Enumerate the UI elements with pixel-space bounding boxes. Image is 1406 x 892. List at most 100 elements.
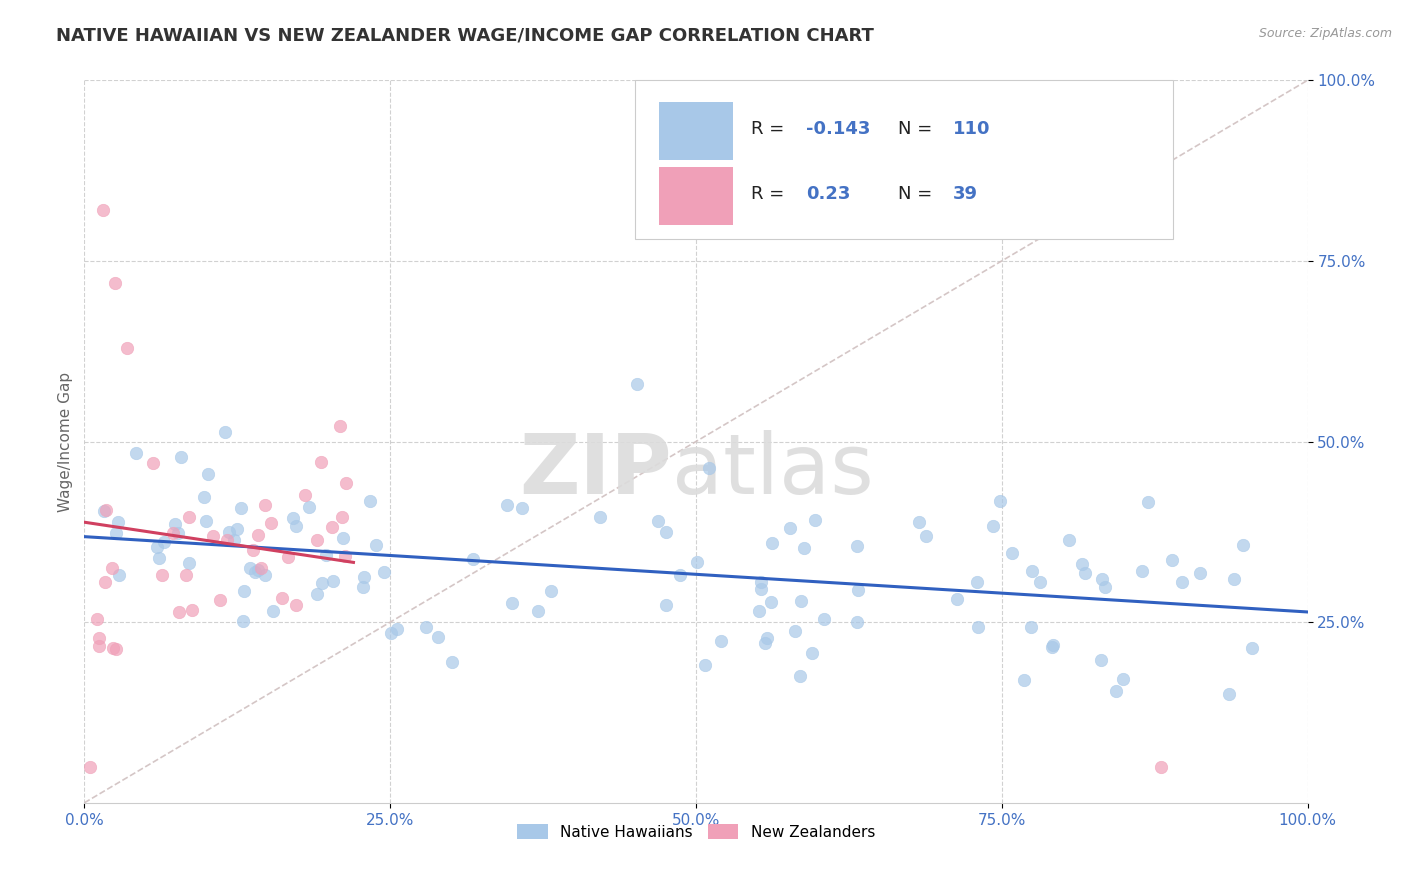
Point [756,632,779,646]
Point [1091,572,1114,586]
Point [100,561,122,575]
Point [540,583,562,598]
Point [181,603,204,617]
Point [695,657,717,672]
Point [1218,687,1240,701]
Point [162,526,184,541]
Point [281,511,304,525]
Point [1232,539,1254,553]
Point [1094,581,1116,595]
Point [165,517,187,532]
Point [783,624,806,639]
Point [94,575,117,590]
Point [779,521,801,535]
Point [761,536,783,550]
Point [93,504,115,518]
Point [177,556,200,570]
Point [1150,760,1173,774]
Point [145,540,167,554]
Point [669,568,692,582]
Text: R =: R = [751,120,790,138]
Text: 0.23: 0.23 [806,186,851,203]
Point [385,622,408,636]
Text: atlas: atlas [672,430,873,511]
Point [1012,673,1035,687]
Point [1059,533,1081,547]
Point [440,656,463,670]
Point [1074,566,1097,580]
Point [148,550,170,565]
Point [981,518,1004,533]
Point [373,566,395,580]
Point [271,591,294,605]
Point [285,518,308,533]
Point [353,570,375,584]
Point [311,576,333,591]
Point [305,587,328,601]
Point [589,509,612,524]
Point [87,631,110,645]
Point [353,580,375,594]
Point [315,548,337,562]
Point [309,455,332,469]
Point [294,487,316,501]
Point [914,529,936,543]
Point [1188,566,1211,581]
Point [108,568,131,582]
Text: 110: 110 [953,120,990,138]
Point [1001,546,1024,560]
Point [800,647,823,661]
Point [142,456,165,470]
Point [194,514,217,528]
Point [202,529,225,543]
Point [1090,653,1112,667]
Text: R =: R = [751,186,790,203]
Point [105,642,128,657]
Point [152,568,174,582]
Point [332,532,354,546]
Point [496,498,519,512]
Point [1171,575,1194,590]
Point [848,582,870,597]
Point [208,593,231,607]
Point [655,524,678,539]
Point [177,509,200,524]
Point [748,604,770,618]
Point [1071,557,1094,571]
Point [217,533,239,547]
Point [845,540,868,554]
Point [277,550,299,565]
Point [1029,575,1052,590]
FancyBboxPatch shape [636,80,1173,239]
Point [1130,564,1153,578]
Point [415,619,437,633]
Point [697,461,720,475]
Point [1042,638,1064,652]
Point [426,630,449,644]
Point [461,552,484,566]
Text: N =: N = [898,120,938,138]
Point [813,612,835,626]
Point [242,542,264,557]
Point [967,620,990,634]
Point [298,500,321,514]
FancyBboxPatch shape [659,102,733,160]
Point [790,594,813,608]
Point [335,475,357,490]
Point [193,490,215,504]
Point [232,584,254,599]
Point [759,594,782,608]
Point [846,615,869,629]
Point [94,503,117,517]
Point [239,560,262,574]
Point [749,574,772,589]
Point [1161,553,1184,567]
Point [153,535,176,549]
Point [945,592,967,607]
Point [359,493,381,508]
Point [789,669,811,683]
Point [254,498,277,512]
Point [329,419,352,434]
Text: NATIVE HAWAIIAN VS NEW ZEALANDER WAGE/INCOME GAP CORRELATION CHART: NATIVE HAWAIIAN VS NEW ZEALANDER WAGE/IN… [56,27,875,45]
Point [79,760,101,774]
